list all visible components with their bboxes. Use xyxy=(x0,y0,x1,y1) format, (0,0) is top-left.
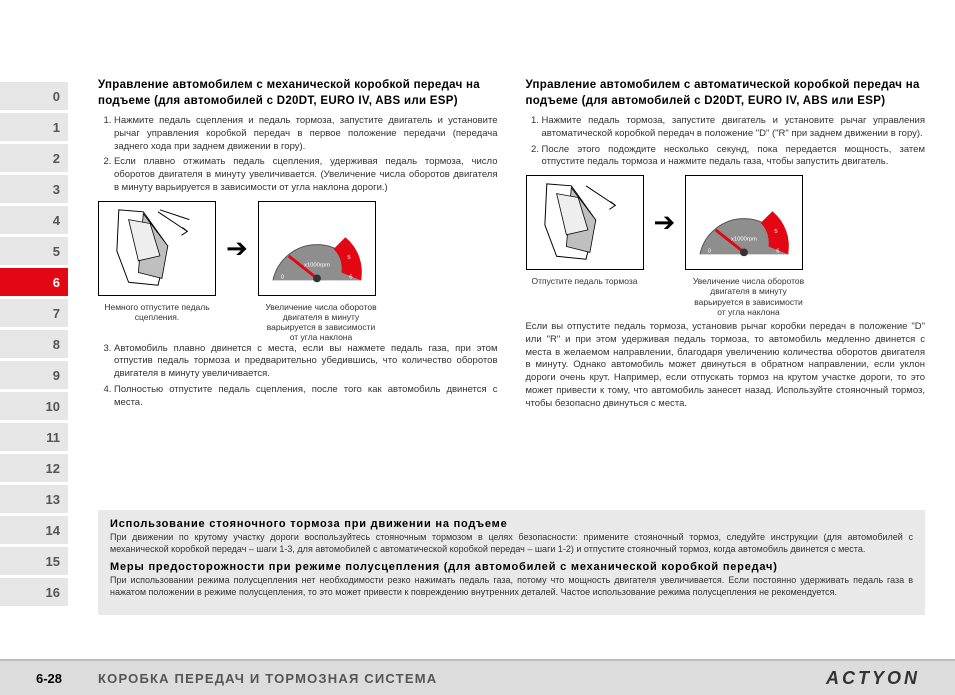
chapter-tab-6[interactable]: 6 xyxy=(0,268,68,296)
list-item: Если плавно отжимать педаль сцепления, у… xyxy=(114,156,498,194)
gauge-figure: x1000rpm 0 1 2 3 4 5 6 xyxy=(258,201,376,296)
gauge-figure: x1000rpm 0 1 2 3 4 5 6 xyxy=(685,175,803,270)
right-column: Управление автомобилем с автоматической … xyxy=(526,78,926,416)
svg-text:6: 6 xyxy=(349,274,352,280)
pedal-figure xyxy=(526,175,644,270)
list-item: Нажмите педаль сцепления и педаль тормоз… xyxy=(114,115,498,153)
chapter-tab-0[interactable]: 0 xyxy=(0,82,68,110)
chapter-tab-7[interactable]: 7 xyxy=(0,299,68,327)
svg-text:6: 6 xyxy=(777,249,780,255)
right-list: Нажмите педаль тормоза, запустите двигат… xyxy=(526,115,926,169)
chapter-tab-9[interactable]: 9 xyxy=(0,361,68,389)
left-diagram: ➔ x1000rpm 0 1 2 3 4 5 6 xyxy=(98,201,498,296)
brand-logo: ACTYON xyxy=(826,668,955,689)
arrow-icon: ➔ xyxy=(226,233,248,264)
main-content: Управление автомобилем с механической ко… xyxy=(98,78,925,416)
info-title-1: Использование стояночного тормоза при дв… xyxy=(110,518,913,530)
svg-text:1: 1 xyxy=(281,255,284,261)
svg-text:2: 2 xyxy=(720,213,723,219)
caption: Увеличение числа оборотов двигателя в ми… xyxy=(690,276,808,317)
chapter-tab-16[interactable]: 16 xyxy=(0,578,68,606)
info-text-2: При использовании режима полусцепления н… xyxy=(110,575,913,598)
list-item: Автомобиль плавно двинется с места, если… xyxy=(114,343,498,381)
chapter-tab-15[interactable]: 15 xyxy=(0,547,68,575)
right-diagram: ➔ x1000rpm 0 1 2 3 4 5 6 xyxy=(526,175,926,270)
chapter-tab-12[interactable]: 12 xyxy=(0,454,68,482)
chapter-tab-3[interactable]: 3 xyxy=(0,175,68,203)
right-title: Управление автомобилем с автоматической … xyxy=(526,78,926,109)
left-title: Управление автомобилем с механической ко… xyxy=(98,78,498,109)
footer-title: КОРОБКА ПЕРЕДАЧ И ТОРМОЗНАЯ СИСТЕМА xyxy=(98,671,826,686)
page-footer: 6-28 КОРОБКА ПЕРЕДАЧ И ТОРМОЗНАЯ СИСТЕМА… xyxy=(0,659,955,695)
caption: Немного отпустите педаль сцепления. xyxy=(98,302,216,322)
right-captions: Отпустите педаль тормоза Увеличение числ… xyxy=(526,274,926,317)
chapter-tab-4[interactable]: 4 xyxy=(0,206,68,234)
svg-text:x1000rpm: x1000rpm xyxy=(731,237,757,243)
chapter-tab-10[interactable]: 10 xyxy=(0,392,68,420)
chapter-tab-11[interactable]: 11 xyxy=(0,423,68,451)
left-captions: Немного отпустите педаль сцепления. Увел… xyxy=(98,300,498,343)
page-number: 6-28 xyxy=(0,671,98,686)
list-item: Полностью отпустите педаль сцепления, по… xyxy=(114,384,498,410)
pedal-figure xyxy=(98,201,216,296)
svg-text:1: 1 xyxy=(708,229,711,235)
caption: Увеличение числа оборотов двигателя в ми… xyxy=(262,302,380,343)
caption: Отпустите педаль тормоза xyxy=(526,276,644,286)
chapter-tab-13[interactable]: 13 xyxy=(0,485,68,513)
left-list-a: Нажмите педаль сцепления и педаль тормоз… xyxy=(98,115,498,195)
info-title-2: Меры предосторожности при режиме полусце… xyxy=(110,561,913,573)
left-list-b: Автомобиль плавно двинется с места, если… xyxy=(98,343,498,410)
info-box: Использование стояночного тормоза при дв… xyxy=(98,510,925,615)
svg-text:3: 3 xyxy=(314,232,317,238)
arrow-icon: ➔ xyxy=(654,207,676,238)
svg-text:3: 3 xyxy=(741,207,744,213)
info-text-1: При движении по крутому участку дороги в… xyxy=(110,532,913,555)
chapter-tab-8[interactable]: 8 xyxy=(0,330,68,358)
svg-text:2: 2 xyxy=(292,239,295,245)
chapter-tab-5[interactable]: 5 xyxy=(0,237,68,265)
chapter-tab-2[interactable]: 2 xyxy=(0,144,68,172)
left-column: Управление автомобилем с механической ко… xyxy=(98,78,498,416)
chapter-tab-14[interactable]: 14 xyxy=(0,516,68,544)
svg-text:x1000rpm: x1000rpm xyxy=(304,263,330,269)
list-item: После этого подождите несколько секунд, … xyxy=(542,144,926,170)
chapter-tabs: 012345678910111213141516 xyxy=(0,82,68,609)
chapter-tab-1[interactable]: 1 xyxy=(0,113,68,141)
right-paragraph: Если вы отпустите педаль тормоза, устано… xyxy=(526,321,926,411)
list-item: Нажмите педаль тормоза, запустите двигат… xyxy=(542,115,926,141)
